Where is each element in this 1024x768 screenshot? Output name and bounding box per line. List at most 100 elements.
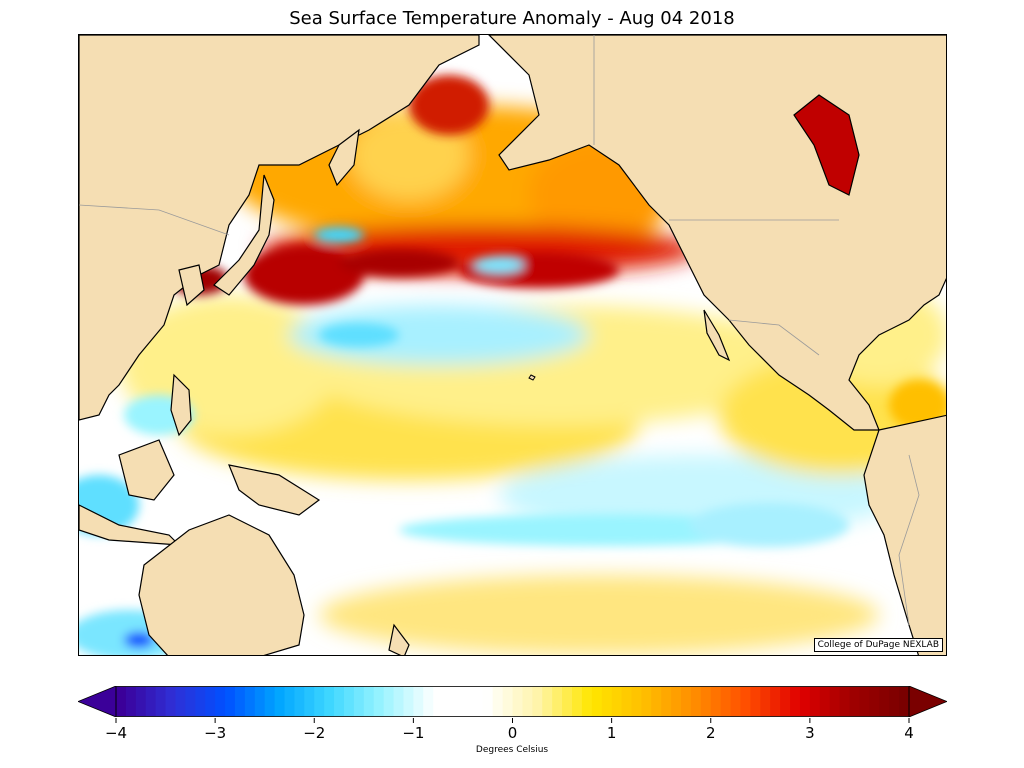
- colorbar-cell: [671, 686, 682, 717]
- colorbar-cell: [324, 686, 335, 717]
- colorbar-cell: [423, 686, 434, 717]
- sst-anomaly-map: College of DuPage NEXLAB: [78, 34, 947, 656]
- colorbar-cells: [116, 686, 910, 717]
- colorbar-cell: [859, 686, 870, 717]
- colorbar-cell: [403, 686, 414, 717]
- credit-label: College of DuPage NEXLAB: [813, 638, 943, 652]
- colorbar-cell: [145, 686, 157, 717]
- colorbar-cell: [225, 686, 236, 717]
- colorbar-cell: [770, 686, 781, 717]
- colorbar-cell: [700, 686, 712, 717]
- colorbar-cell: [165, 686, 177, 717]
- colorbar-cell: [383, 686, 395, 717]
- colorbar-cell: [334, 686, 345, 717]
- colorbar-cell: [244, 686, 256, 717]
- colorbar-tick-label: 2: [705, 724, 716, 742]
- colorbar-cell: [125, 686, 137, 717]
- colorbar-cell: [849, 686, 861, 717]
- colorbar-cell: [750, 686, 761, 717]
- colorbar-cell: [185, 686, 196, 717]
- colorbar-cell: [621, 686, 633, 717]
- colorbar-cell: [274, 686, 286, 717]
- colorbar-cell: [720, 686, 732, 717]
- colorbar-cell: [641, 686, 652, 717]
- colorbar-cell: [264, 686, 276, 717]
- philippines: [170, 373, 192, 437]
- colorbar-cell: [790, 686, 801, 717]
- colorbar-cell: [155, 686, 167, 717]
- colorbar-extend-high: [908, 686, 947, 717]
- colorbar-cell: [314, 686, 325, 717]
- colorbar-cell: [819, 686, 831, 717]
- japan: [213, 174, 275, 296]
- colorbar-cell: [443, 686, 454, 717]
- colorbar-ticks: [115, 718, 910, 723]
- colorbar-cell: [284, 686, 296, 717]
- colorbar-cell: [799, 686, 811, 717]
- colorbar-cell: [304, 686, 315, 717]
- colorbar-cell: [760, 686, 771, 717]
- colorbar-tick-label: 0: [507, 724, 518, 742]
- hudson-bay: [793, 94, 860, 196]
- colorbar-cell: [581, 686, 593, 717]
- colorbar-cell: [205, 686, 216, 717]
- land-masses: [79, 35, 946, 655]
- colorbar-tick-label: 3: [805, 724, 815, 742]
- colorbar-tick-label: −1: [402, 724, 425, 742]
- colorbar-cell: [413, 686, 424, 717]
- kamchatka: [328, 128, 360, 187]
- colorbar-cell: [879, 686, 890, 717]
- colorbar-cell: [542, 686, 553, 717]
- colorbar-cell: [116, 686, 127, 717]
- colorbar-cell: [889, 686, 900, 717]
- colorbar-cell: [740, 686, 751, 717]
- new-guinea: [228, 464, 321, 516]
- australia: [138, 514, 305, 655]
- colorbar-cell: [899, 686, 910, 717]
- colorbar-cell: [175, 686, 186, 717]
- colorbar-cell: [512, 686, 524, 717]
- borneo: [118, 439, 175, 501]
- colorbar-cell: [453, 686, 464, 717]
- baja-california: [703, 309, 731, 362]
- colorbar-label: Degrees Celsius: [475, 745, 549, 755]
- colorbar-tick-label: −3: [204, 724, 227, 742]
- colorbar-cell: [502, 686, 514, 717]
- colorbar-cell: [730, 686, 742, 717]
- colorbar-cell: [482, 686, 494, 717]
- colorbar-extend-low: [78, 686, 117, 717]
- map-title: Sea Surface Temperature Anomaly - Aug 04…: [289, 8, 735, 29]
- colorbar-tick-label: 4: [904, 724, 914, 742]
- colorbar-cell: [562, 686, 573, 717]
- asia-landmass: [79, 35, 480, 421]
- colorbar-cell: [135, 686, 147, 717]
- colorbar-cell: [710, 686, 722, 717]
- colorbar-cell: [472, 686, 484, 717]
- colorbar-cell: [433, 686, 444, 717]
- colorbar-tick-label: −4: [104, 724, 128, 742]
- tick-marks: [115, 718, 910, 723]
- colorbar-cell: [829, 686, 841, 717]
- colorbar-cell: [373, 686, 385, 717]
- colorbar-cell: [215, 686, 226, 717]
- colorbar-cell: [681, 686, 692, 717]
- colorbar-cell: [522, 686, 533, 717]
- colorbar-cell: [601, 686, 613, 717]
- south-america: [863, 414, 946, 655]
- colorbar-cell: [353, 686, 365, 717]
- colorbar: [78, 686, 947, 717]
- country-borders: [79, 35, 920, 626]
- colorbar-cell: [294, 686, 305, 717]
- colorbar-cell: [809, 686, 821, 717]
- colorbar-cell: [651, 686, 662, 717]
- colorbar-cell: [254, 686, 266, 717]
- map-canvas: [79, 35, 946, 655]
- colorbar-cell: [690, 686, 702, 717]
- colorbar-cell: [195, 686, 206, 717]
- colorbar-cell: [492, 686, 504, 717]
- colorbar-cell: [462, 686, 474, 717]
- colorbar-cell: [393, 686, 405, 717]
- colorbar-tick-label: −2: [303, 724, 326, 742]
- colorbar-cell: [343, 686, 355, 717]
- colorbar-cell: [611, 686, 623, 717]
